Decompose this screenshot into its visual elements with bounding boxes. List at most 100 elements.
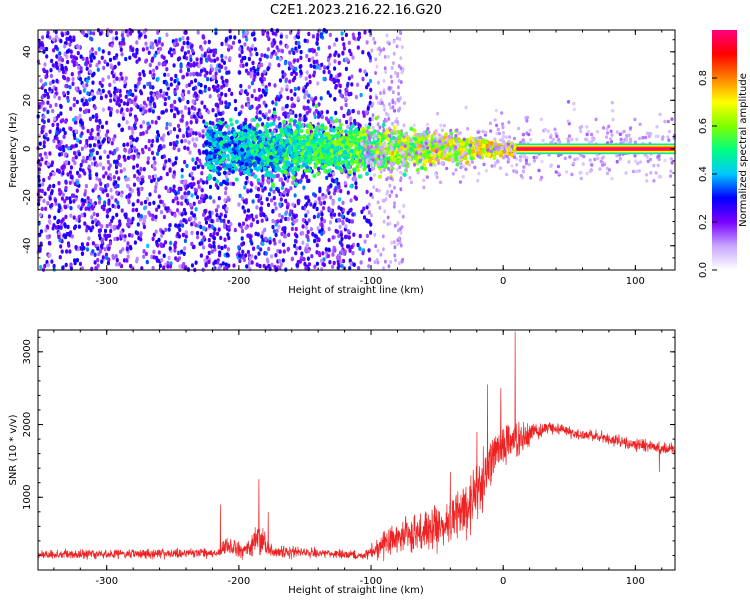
spectral-cell <box>87 203 91 208</box>
spectral-cell <box>270 254 274 259</box>
spectral-cell <box>152 102 156 107</box>
spectral-cell <box>327 62 331 67</box>
spectral-cell <box>173 213 177 218</box>
spectral-cell <box>179 62 183 67</box>
spectral-cell <box>284 198 288 204</box>
spectral-cell <box>281 258 285 263</box>
spectral-cell <box>205 180 209 185</box>
spectral-cell <box>318 188 322 194</box>
spectral-cell <box>138 72 142 77</box>
spectral-cell <box>345 119 349 125</box>
spectrogram-heatmap <box>36 27 677 273</box>
spectral-cell <box>290 256 295 261</box>
spectral-cell <box>152 72 156 78</box>
spectral-cell <box>174 73 178 79</box>
spectral-cell <box>324 247 328 252</box>
spectral-cell <box>162 253 166 258</box>
spectral-cell <box>313 233 317 238</box>
spectral-cell <box>129 107 133 112</box>
spectral-cell <box>367 202 371 207</box>
spectral-cell <box>348 266 352 271</box>
spectral-cell <box>55 144 59 149</box>
spectral-cell <box>95 62 99 68</box>
spectral-cell <box>382 79 386 83</box>
spectral-cell <box>90 204 94 210</box>
spectral-cell <box>313 238 317 244</box>
spectral-cell <box>339 168 344 173</box>
spectral-cell <box>248 256 253 261</box>
spectral-cell <box>301 240 305 245</box>
spectral-cell <box>286 113 290 119</box>
spectral-cell <box>340 249 344 254</box>
spectral-cell <box>260 72 264 78</box>
spectral-cell <box>183 211 188 216</box>
spectral-cell <box>270 170 274 175</box>
spectral-cell <box>263 227 267 232</box>
spectral-cell <box>237 111 241 117</box>
spectral-cell <box>100 124 104 130</box>
spectral-cell <box>115 262 119 267</box>
spectral-cell <box>390 79 394 84</box>
spectral-cell <box>255 51 259 57</box>
spectral-cell <box>151 138 155 144</box>
spectral-cell <box>280 87 284 92</box>
spectral-cell <box>172 145 176 151</box>
spectral-cell <box>85 101 89 107</box>
spectral-cell <box>357 266 361 271</box>
spectral-cell <box>57 231 61 236</box>
spectral-cell <box>316 32 320 38</box>
spectral-cell <box>54 45 58 50</box>
spectral-cell <box>199 199 203 204</box>
spectral-cell <box>268 236 272 242</box>
spectral-cell <box>51 122 55 128</box>
spectral-cell <box>334 85 338 90</box>
spectral-cell <box>85 33 89 38</box>
spectral-cell <box>262 77 266 82</box>
spectral-cell <box>152 68 156 73</box>
spectral-cell <box>120 208 124 213</box>
spectral-cell <box>165 81 169 86</box>
spectral-cell <box>262 212 266 218</box>
spectral-cell <box>112 74 116 79</box>
spectral-cell <box>229 122 234 127</box>
spectral-cell <box>287 61 291 66</box>
spectral-cell <box>57 203 61 208</box>
spectral-cell <box>123 234 127 239</box>
spectral-cell <box>394 70 397 75</box>
spectral-cell <box>318 252 322 258</box>
spectral-cell <box>122 142 126 148</box>
spectral-cell <box>256 232 260 237</box>
spectral-cell <box>45 234 49 239</box>
spectral-cell <box>322 76 326 82</box>
spectral-cell <box>302 185 306 190</box>
spectral-cell <box>359 92 363 98</box>
spectral-cell <box>126 32 130 38</box>
spectral-cell <box>137 212 141 218</box>
spectral-cell <box>285 44 289 49</box>
spectral-cell <box>155 207 159 212</box>
spectral-cell <box>55 64 59 69</box>
spectral-cell <box>245 91 249 97</box>
spectral-cell <box>94 136 98 141</box>
spectral-cell <box>65 36 69 42</box>
spectral-cell <box>331 201 335 206</box>
spectral-cell <box>218 160 222 165</box>
spectral-cell <box>92 211 96 217</box>
spectral-cell <box>144 144 148 150</box>
spectral-cell <box>193 106 197 111</box>
spectral-cell <box>255 110 259 116</box>
spectral-cell <box>108 57 113 63</box>
spectral-cell <box>263 114 267 120</box>
spectral-cell <box>178 227 182 233</box>
spectral-cell <box>219 235 223 241</box>
spectral-cell <box>391 100 395 105</box>
spectral-cell <box>397 236 401 241</box>
spectral-cell <box>41 83 46 88</box>
spectral-cell <box>157 115 161 121</box>
spectral-cell <box>167 158 171 163</box>
spectral-cell <box>181 96 185 102</box>
spectral-cell <box>180 139 184 144</box>
spectral-cell <box>323 125 328 131</box>
spectral-cell <box>369 176 373 181</box>
spectral-cell <box>251 199 255 204</box>
